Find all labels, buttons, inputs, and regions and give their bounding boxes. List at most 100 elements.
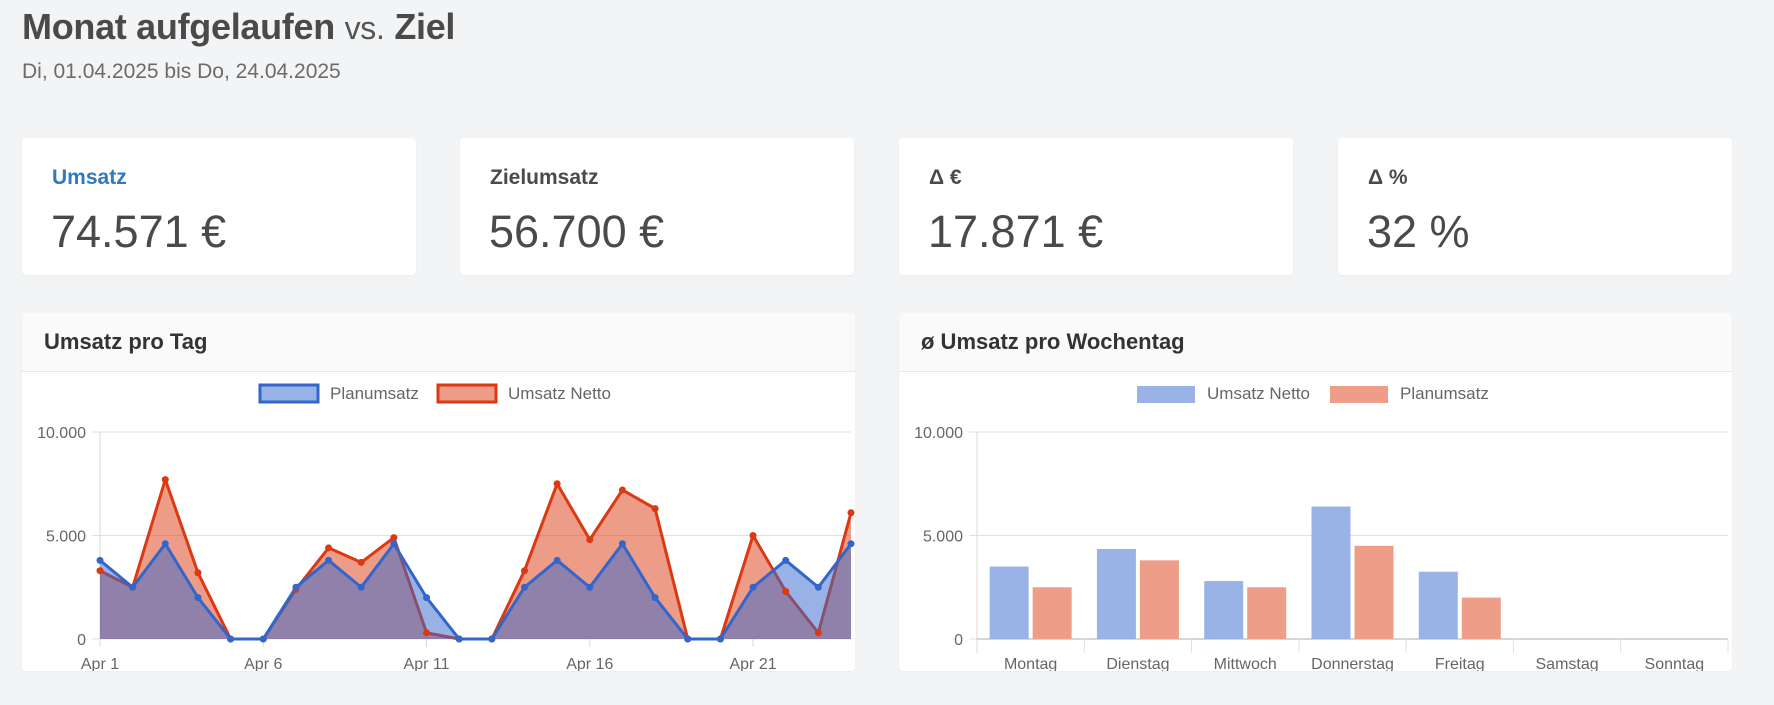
planumsatz-point [357,583,365,591]
planumsatz-point [814,583,822,591]
planumsatz-point [292,583,300,591]
planumsatz-area [100,543,851,639]
planumsatz-bar [1247,587,1287,639]
umsatz-netto-point [618,486,626,494]
planumsatz-point [749,583,757,591]
legend-swatch [436,383,498,404]
umsatz-netto-bar [1096,548,1136,639]
legend-swatch [258,383,320,404]
kpi-value: 74.571 € [51,206,227,257]
kpi-label: Umsatz [52,166,127,189]
title-main: Monat aufgelaufen [22,6,335,47]
legend-label: Umsatz Netto [1207,384,1310,403]
planumsatz-point [325,556,333,564]
x-tick-label: Apr 1 [81,656,119,671]
umsatz-netto-point [749,532,757,539]
x-tick-label: Apr 21 [729,656,776,671]
umsatz-netto-point [814,629,822,637]
title-target: Ziel [394,6,456,47]
daily-revenue-card: Umsatz pro Tag Planumsatz Umsatz Netto 0 5.… [22,313,855,671]
kpi-card-delta-eur: Δ € 17.871 € [899,138,1293,275]
planumsatz-point [782,556,790,564]
x-tick-label: Montag [1004,656,1057,671]
kpi-label: Δ € [929,166,962,189]
kpi-card-umsatz: Umsatz 74.571 € [22,138,416,275]
planumsatz-point [520,583,528,591]
umsatz-netto-point [325,544,333,552]
planumsatz-point [716,635,724,643]
kpi-value: 56.700 € [489,206,665,257]
x-tick-label: Apr 16 [566,656,613,671]
kpi-label: Zielumsatz [490,166,599,189]
date-range: Di, 01.04.2025 bis Do, 24.04.2025 [22,60,341,83]
umsatz-netto-point [96,567,104,575]
card-title: ø Umsatz pro Wochentag [921,329,1185,354]
umsatz-netto-bar [1311,506,1351,639]
planumsatz-bar [1032,587,1072,639]
weekday-revenue-chart: Umsatz Netto Planumsatz 0 5.000 10.000 Montag… [914,384,1729,671]
planumsatz-point [227,635,235,643]
x-tick-label: Freitag [1435,656,1485,671]
planumsatz-point [161,540,169,548]
x-tick-label: Mittwoch [1214,656,1277,671]
kpi-value: 32 % [1367,206,1470,257]
card-header: Umsatz pro Tag [22,313,855,372]
umsatz-netto-point [782,587,790,595]
planumsatz-point [194,594,202,602]
x-tick-label: Dienstag [1106,656,1169,671]
planumsatz-point [423,594,431,602]
planumsatz-bar [1461,597,1501,639]
planumsatz-bar [1139,560,1179,639]
x-tick-label: Samstag [1536,656,1599,671]
planumsatz-point [586,583,594,591]
umsatz-netto-point [520,567,528,575]
umsatz-netto-area [100,479,851,639]
planumsatz-point [488,635,496,643]
legend-swatch [1137,386,1195,403]
legend-swatch [1330,386,1388,403]
planumsatz-line [99,542,853,641]
legend-label: Planumsatz [1400,384,1489,403]
umsatz-netto-bar [1204,581,1244,639]
planumsatz-point [455,635,463,643]
y-tick-label: 5.000 [923,529,963,546]
planumsatz-point [259,635,267,643]
x-tick-label: Donnerstag [1311,656,1394,671]
umsatz-netto-point [161,476,169,484]
card-title: Umsatz pro Tag [44,329,208,354]
planumsatz-point [390,540,398,548]
daily-revenue-chart: Planumsatz Umsatz Netto 0 5.000 10.000 Apr 1 A… [37,383,855,671]
weekday-revenue-card: ø Umsatz pro Wochentag Umsatz Netto Planu… [899,313,1732,671]
umsatz-netto-point [423,629,431,637]
kpi-label: Δ % [1368,166,1408,189]
umsatz-netto-point [553,480,561,488]
planumsatz-point [684,635,692,643]
y-tick-label: 10.000 [914,425,963,442]
umsatz-netto-point [194,569,202,577]
legend-label: Umsatz Netto [508,384,611,403]
umsatz-netto-point [357,558,365,566]
y-tick-label: 5.000 [46,529,86,546]
planumsatz-point [847,540,855,548]
planumsatz-point [651,594,659,602]
umsatz-netto-point [390,534,398,542]
kpi-value: 17.871 € [928,206,1104,257]
planumsatz-bar [1354,545,1394,639]
planumsatz-point [553,556,561,564]
planumsatz-point [618,540,626,548]
page-title: Monat aufgelaufen vs. Ziel [22,6,455,48]
kpi-card-delta-pct: Δ % 32 % [1338,138,1732,275]
planumsatz-point [96,556,104,564]
y-tick-label: 0 [77,632,86,649]
title-vs: vs. [344,10,385,46]
kpi-card-zielumsatz: Zielumsatz 56.700 € [460,138,854,275]
planumsatz-point [129,583,137,591]
x-tick-label: Apr 11 [404,656,450,671]
umsatz-netto-bar [989,566,1029,639]
x-tick-label: Apr 6 [244,656,282,671]
card-header: ø Umsatz pro Wochentag [899,313,1732,372]
y-tick-label: 0 [954,632,963,649]
umsatz-netto-point [651,505,659,513]
umsatz-netto-bar [1418,571,1458,639]
y-tick-label: 10.000 [37,425,86,442]
